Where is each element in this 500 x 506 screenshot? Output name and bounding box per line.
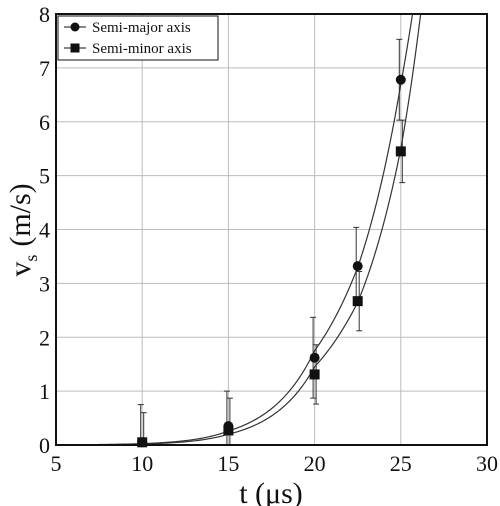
grid-layer — [56, 14, 487, 445]
x-tick-label: 15 — [217, 451, 239, 476]
legend-marker-major — [70, 22, 80, 32]
y-axis-subscript: s — [21, 255, 41, 262]
legend-label-major: Semi-major axis — [92, 20, 191, 36]
legend-box — [57, 15, 219, 61]
y-tick-label: 8 — [39, 2, 50, 27]
y-tick-labels: 0 1 2 3 4 5 6 7 8 — [39, 2, 50, 458]
data-point-minor — [137, 437, 148, 448]
y-tick-label: 4 — [39, 218, 50, 243]
legend: Semi-major axis Semi-minor axis — [57, 15, 219, 61]
fit-curves — [56, 14, 422, 445]
fit-curve-major — [56, 14, 414, 445]
fit-curve-minor — [56, 14, 422, 445]
data-point-minor — [395, 146, 406, 157]
y-tick-label: 5 — [39, 164, 50, 189]
data-markers — [137, 74, 406, 448]
x-tick-label: 30 — [476, 451, 498, 476]
legend-marker-minor — [70, 43, 80, 53]
data-point-minor — [309, 369, 320, 380]
y-axis-symbol: v — [4, 262, 37, 277]
data-point-major — [309, 352, 320, 363]
data-point-major — [395, 74, 406, 85]
y-tick-label: 1 — [39, 379, 50, 404]
svg-text:vs(m/s): vs (m/s) — [4, 183, 41, 276]
plot-frame — [55, 13, 488, 446]
y-tick-label: 3 — [39, 271, 50, 296]
x-axis-title: t (μs) — [239, 477, 303, 506]
data-point-minor — [352, 296, 363, 307]
data-point-minor — [223, 425, 234, 436]
x-tick-label: 10 — [131, 451, 153, 476]
y-tick-label: 2 — [39, 325, 50, 350]
x-tick-labels: 5 10 15 20 25 30 — [51, 451, 499, 476]
x-tick-label: 5 — [51, 451, 62, 476]
data-point-major — [352, 261, 363, 272]
y-tick-label: 0 — [39, 433, 50, 458]
y-axis-title: vs (m/s) — [4, 183, 41, 276]
x-tick-label: 20 — [304, 451, 326, 476]
y-tick-label: 6 — [39, 110, 50, 135]
y-axis-units: (m/s) — [4, 183, 37, 246]
legend-label-minor: Semi-minor axis — [92, 41, 192, 57]
x-tick-label: 25 — [390, 451, 412, 476]
y-tick-label: 7 — [39, 56, 50, 81]
